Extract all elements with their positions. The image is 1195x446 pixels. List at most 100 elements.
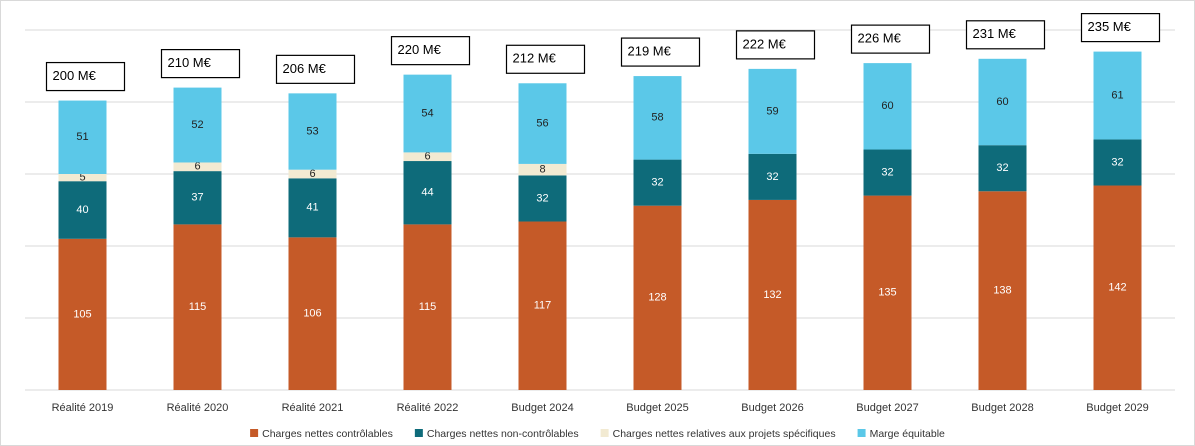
bar-segment [173, 171, 222, 225]
value-label: 44 [421, 187, 433, 199]
value-label: 142 [1108, 282, 1126, 294]
value-label: 138 [993, 285, 1011, 297]
total-label: 235 M€ [1088, 19, 1132, 34]
legend-swatch [600, 429, 609, 437]
bar-segment [978, 58, 1027, 146]
bar-segment [173, 162, 222, 172]
value-label: 32 [651, 177, 663, 189]
value-label: 115 [189, 301, 207, 313]
bar-segment [58, 238, 107, 390]
bar-segment [748, 153, 797, 200]
bar-segment [403, 152, 452, 162]
total-box [620, 37, 701, 67]
total-box [275, 54, 356, 84]
total-label: 210 M€ [168, 55, 212, 70]
total-label: 212 M€ [513, 51, 557, 66]
legend-swatch [857, 429, 866, 437]
bar-segment [173, 87, 222, 163]
x-tick-label: Réalité 2021 [282, 402, 344, 414]
total-label: 219 M€ [628, 44, 672, 59]
value-label: 60 [881, 100, 893, 112]
legend-label: Marge équitable [870, 428, 945, 440]
bar-segment [978, 191, 1027, 390]
bar-segment [288, 237, 337, 390]
total-label: 226 M€ [858, 31, 902, 46]
bar-segment [518, 163, 567, 176]
value-label: 51 [76, 131, 88, 143]
total-label: 220 M€ [398, 42, 442, 57]
bar-segment [403, 224, 452, 390]
bar-segment [863, 149, 912, 196]
value-label: 117 [534, 300, 552, 312]
x-tick-label: Budget 2029 [1086, 402, 1148, 414]
x-tick-label: Réalité 2022 [397, 402, 459, 414]
value-label: 56 [536, 118, 548, 130]
bar-segment [1093, 139, 1142, 186]
legend-label: Charges nettes relatives aux projets spé… [613, 428, 836, 440]
total-box [735, 30, 816, 60]
bar-segment [288, 178, 337, 238]
total-label: 222 M€ [743, 36, 787, 51]
bar-segment [58, 174, 107, 182]
bar-segment [863, 195, 912, 390]
value-label: 106 [303, 308, 321, 320]
bar-segment [633, 205, 682, 390]
value-label: 58 [651, 112, 663, 124]
bar-segment [288, 93, 337, 170]
bar-segment [1093, 51, 1142, 140]
total-box [850, 24, 931, 54]
value-label: 8 [539, 164, 545, 176]
bar-segment [863, 63, 912, 150]
x-tick-label: Réalité 2020 [167, 402, 229, 414]
x-tick-label: Réalité 2019 [52, 402, 114, 414]
legend-swatch [250, 429, 259, 437]
legend-label: Charges nettes contrôlables [262, 428, 393, 440]
value-label: 60 [996, 96, 1008, 108]
bar-segment [403, 161, 452, 225]
x-tick-label: Budget 2028 [971, 402, 1033, 414]
value-label: 41 [306, 202, 318, 214]
x-tick-label: Budget 2024 [511, 402, 573, 414]
value-label: 105 [73, 308, 91, 320]
bar-segment [748, 199, 797, 390]
bar-segment [518, 221, 567, 390]
bar-segment [1093, 185, 1142, 390]
value-label: 6 [194, 161, 200, 173]
bar-segment [58, 181, 107, 239]
value-label: 32 [536, 192, 548, 204]
bar-segment [633, 76, 682, 160]
value-label: 6 [424, 151, 430, 163]
value-label: 61 [1111, 89, 1123, 101]
bar-segment [518, 83, 567, 164]
legend-swatch [414, 429, 423, 437]
value-label: 54 [421, 107, 433, 119]
total-box [965, 20, 1046, 50]
value-label: 135 [878, 287, 896, 299]
value-label: 59 [766, 105, 778, 117]
value-label: 128 [648, 292, 666, 304]
total-box [390, 36, 471, 66]
bar-segment [58, 100, 107, 174]
bar-segment [403, 74, 452, 153]
total-label: 231 M€ [973, 26, 1017, 41]
x-tick-label: Budget 2026 [741, 402, 803, 414]
value-label: 32 [996, 162, 1008, 174]
legend-label: Charges nettes non-contrôlables [427, 428, 579, 440]
bar-segment [978, 145, 1027, 192]
total-box [1080, 13, 1161, 43]
x-tick-label: Budget 2027 [856, 402, 918, 414]
value-label: 32 [1111, 156, 1123, 168]
total-box [160, 48, 241, 79]
value-label: 53 [306, 125, 318, 137]
bar-segment [173, 224, 222, 390]
value-label: 37 [191, 192, 203, 204]
total-box [45, 61, 126, 92]
total-label: 200 M€ [53, 68, 97, 83]
value-label: 115 [419, 301, 437, 313]
total-box [505, 44, 586, 74]
bar-segment [633, 159, 682, 206]
x-tick-label: Budget 2025 [626, 402, 688, 414]
bar-segment [518, 175, 567, 222]
value-label: 6 [309, 168, 315, 180]
